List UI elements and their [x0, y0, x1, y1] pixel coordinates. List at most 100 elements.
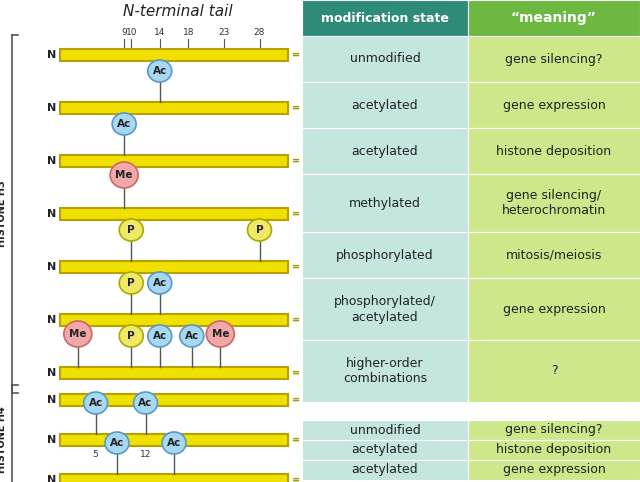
Bar — [60, 155, 288, 167]
Ellipse shape — [119, 219, 143, 241]
Bar — [302, 440, 468, 460]
Bar — [468, 420, 640, 440]
Text: N: N — [47, 209, 56, 219]
Ellipse shape — [148, 325, 172, 347]
Bar — [468, 340, 640, 402]
Text: 5: 5 — [93, 450, 99, 459]
Text: Me: Me — [212, 329, 229, 339]
Text: histone deposition: histone deposition — [497, 443, 612, 456]
Text: Me: Me — [115, 170, 133, 180]
Ellipse shape — [119, 272, 143, 294]
Bar — [302, 232, 468, 278]
Text: =: = — [292, 395, 300, 405]
Text: N: N — [47, 395, 56, 405]
Bar — [302, 278, 468, 340]
Ellipse shape — [162, 432, 186, 454]
Text: phosphorylated/
acetylated: phosphorylated/ acetylated — [334, 295, 436, 323]
Bar — [468, 174, 640, 232]
Ellipse shape — [180, 325, 204, 347]
Text: =: = — [292, 156, 300, 166]
Bar — [468, 36, 640, 82]
Text: modification state: modification state — [321, 12, 449, 25]
Text: P: P — [256, 225, 263, 235]
Text: gene expression: gene expression — [502, 303, 605, 316]
Bar — [302, 128, 468, 174]
Bar — [60, 314, 288, 326]
Bar — [468, 460, 640, 480]
Bar — [60, 208, 288, 220]
Bar — [302, 36, 468, 82]
Bar — [302, 82, 468, 128]
Bar — [302, 340, 468, 402]
Text: 23: 23 — [218, 28, 230, 37]
Text: HISTONE H4: HISTONE H4 — [0, 407, 7, 473]
Text: 9: 9 — [121, 28, 127, 37]
Bar — [60, 49, 288, 61]
Text: phosphorylated: phosphorylated — [336, 249, 434, 262]
Text: ?: ? — [550, 364, 557, 377]
Text: gene expression: gene expression — [502, 464, 605, 477]
Text: 14: 14 — [154, 28, 165, 37]
Text: Ac: Ac — [152, 278, 167, 288]
Text: 10: 10 — [125, 28, 137, 37]
Text: 12: 12 — [140, 450, 151, 459]
Text: mitosis/meiosis: mitosis/meiosis — [506, 249, 602, 262]
Text: =: = — [292, 435, 300, 445]
Ellipse shape — [206, 321, 234, 347]
Text: acetylated: acetylated — [352, 98, 419, 111]
Text: N: N — [47, 156, 56, 166]
Text: Ac: Ac — [152, 331, 167, 341]
Text: Ac: Ac — [167, 438, 181, 448]
Text: gene silencing/
heterochromatin: gene silencing/ heterochromatin — [502, 188, 606, 217]
Text: unmodified: unmodified — [349, 53, 420, 66]
Text: Me: Me — [69, 329, 86, 339]
Ellipse shape — [112, 113, 136, 135]
Bar — [60, 261, 288, 273]
Bar — [468, 82, 640, 128]
Bar — [302, 174, 468, 232]
Text: P: P — [127, 278, 135, 288]
Text: Ac: Ac — [185, 331, 199, 341]
Text: HISTONE H3: HISTONE H3 — [0, 181, 7, 247]
Bar — [468, 278, 640, 340]
Ellipse shape — [248, 219, 271, 241]
Bar — [60, 367, 288, 379]
Text: N: N — [47, 50, 56, 60]
Text: gene expression: gene expression — [502, 98, 605, 111]
Ellipse shape — [148, 272, 172, 294]
Text: N: N — [47, 435, 56, 445]
Bar — [468, 440, 640, 460]
Ellipse shape — [105, 432, 129, 454]
Text: N: N — [47, 262, 56, 272]
Text: histone deposition: histone deposition — [497, 145, 612, 158]
Bar — [302, 460, 468, 480]
Bar — [60, 434, 288, 446]
Ellipse shape — [148, 60, 172, 82]
Text: higher-order
combinations: higher-order combinations — [343, 357, 427, 386]
Text: gene silencing?: gene silencing? — [505, 53, 603, 66]
Bar — [468, 232, 640, 278]
Text: Ac: Ac — [117, 119, 131, 129]
Bar — [60, 474, 288, 482]
Ellipse shape — [110, 162, 138, 188]
Bar — [468, 128, 640, 174]
Text: Ac: Ac — [152, 66, 167, 76]
Text: 28: 28 — [254, 28, 265, 37]
Text: N: N — [47, 103, 56, 113]
Bar — [468, 0, 640, 36]
Ellipse shape — [134, 392, 157, 414]
Text: Ac: Ac — [110, 438, 124, 448]
Text: =: = — [292, 262, 300, 272]
Bar — [60, 394, 288, 406]
Text: =: = — [292, 209, 300, 219]
Ellipse shape — [84, 392, 108, 414]
Text: N: N — [47, 315, 56, 325]
Text: =: = — [292, 368, 300, 378]
Text: 18: 18 — [182, 28, 194, 37]
Text: N: N — [47, 368, 56, 378]
Text: P: P — [127, 331, 135, 341]
Ellipse shape — [64, 321, 92, 347]
Text: unmodified: unmodified — [349, 424, 420, 437]
Text: =: = — [292, 315, 300, 325]
Text: =: = — [292, 50, 300, 60]
